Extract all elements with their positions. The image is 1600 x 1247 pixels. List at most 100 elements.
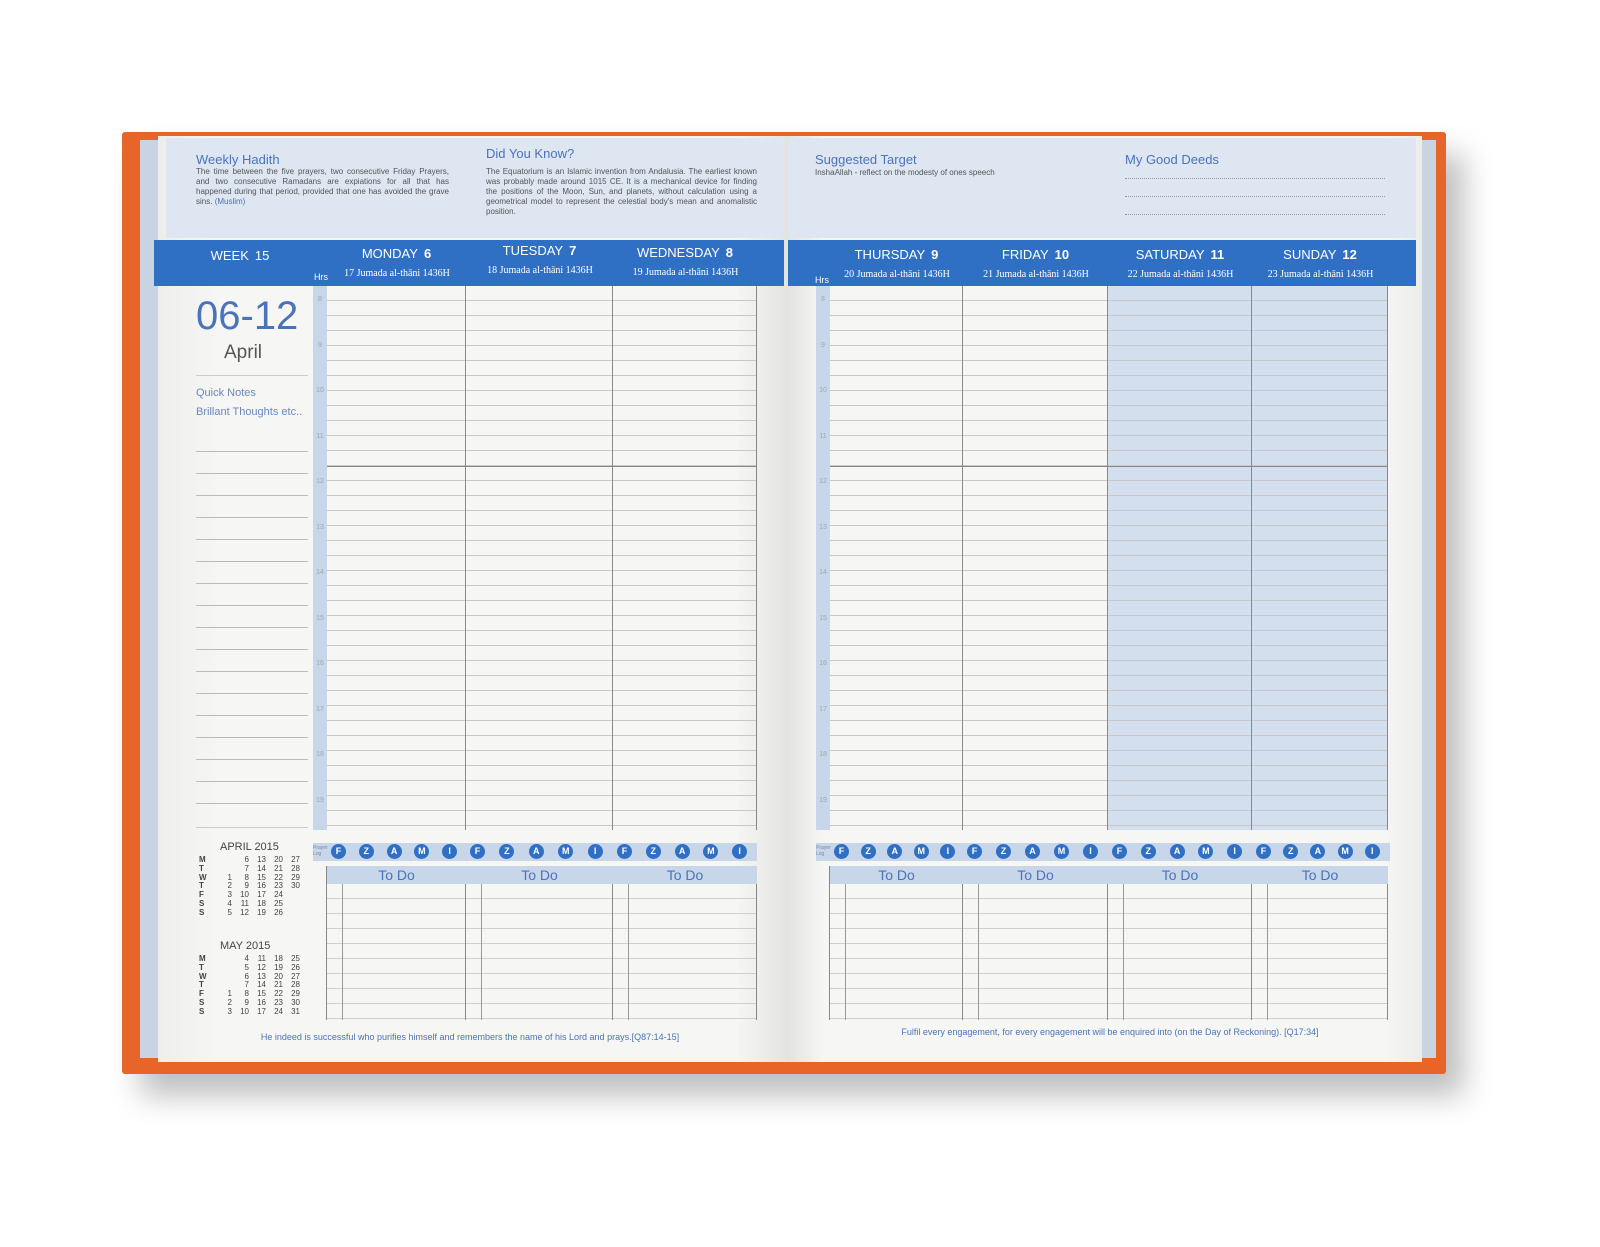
prayer-checkbox-i[interactable]: I — [587, 844, 603, 859]
quick-notes-lines[interactable] — [196, 430, 308, 810]
calendar-day[interactable]: 10 — [240, 890, 249, 900]
calendar-day[interactable]: 4 — [244, 954, 249, 963]
good-deeds-line[interactable] — [1125, 178, 1385, 179]
calendar-day[interactable]: 26 — [274, 907, 283, 917]
prayer-checkbox-i[interactable]: I — [1364, 844, 1380, 859]
calendar-day[interactable]: 29 — [291, 872, 300, 882]
calendar-day[interactable]: 25 — [274, 899, 283, 908]
calendar-day[interactable]: 26 — [291, 962, 300, 972]
calendar-day[interactable]: 24 — [274, 890, 283, 900]
prayer-checkbox-m[interactable]: M — [558, 844, 574, 859]
calendar-day[interactable]: 23 — [274, 881, 283, 891]
prayer-checkbox-z[interactable]: Z — [860, 844, 876, 859]
calendar-day[interactable]: 29 — [291, 989, 300, 999]
day-column-sunday[interactable] — [1252, 286, 1388, 830]
calendar-day[interactable]: 16 — [257, 998, 266, 1007]
calendar-day[interactable]: 11 — [240, 899, 249, 908]
calendar-day[interactable]: 16 — [257, 881, 266, 891]
todo-list-saturday[interactable] — [1108, 884, 1252, 1020]
calendar-day[interactable]: 30 — [291, 881, 300, 891]
prayer-checkbox-f[interactable]: F — [967, 844, 982, 859]
calendar-day[interactable]: 9 — [244, 881, 249, 891]
calendar-day[interactable]: 1 — [227, 872, 232, 882]
calendar-day[interactable]: 7 — [244, 980, 249, 990]
calendar-day[interactable]: 14 — [257, 980, 266, 990]
prayer-checkbox-z[interactable]: Z — [996, 844, 1011, 859]
calendar-day[interactable]: 28 — [291, 980, 300, 990]
prayer-checkbox-i[interactable]: I — [1083, 844, 1098, 859]
calendar-day[interactable]: 6 — [244, 855, 249, 864]
calendar-day[interactable]: 17 — [257, 890, 266, 900]
calendar-day[interactable]: 21 — [274, 980, 283, 990]
calendar-day[interactable]: 25 — [291, 954, 300, 963]
day-column-wednesday[interactable] — [613, 286, 757, 830]
prayer-checkbox-f[interactable]: F — [470, 844, 485, 859]
prayer-checkbox-a[interactable]: A — [1310, 844, 1326, 859]
calendar-day[interactable]: 9 — [244, 998, 249, 1007]
prayer-checkbox-a[interactable]: A — [887, 844, 903, 859]
calendar-day[interactable]: 15 — [257, 872, 266, 882]
prayer-checkbox-i[interactable]: I — [940, 844, 956, 859]
prayer-checkbox-z[interactable]: Z — [1140, 844, 1156, 859]
calendar-day[interactable]: 20 — [274, 855, 283, 864]
calendar-day[interactable]: 13 — [257, 855, 266, 864]
day-column-saturday[interactable] — [1108, 286, 1252, 830]
prayer-checkbox-a[interactable]: A — [386, 844, 402, 859]
prayer-checkbox-a[interactable]: A — [1169, 844, 1185, 859]
day-column-monday[interactable] — [327, 286, 466, 830]
calendar-day[interactable]: 7 — [244, 863, 249, 873]
calendar-day[interactable]: 15 — [257, 989, 266, 999]
todo-list-sunday[interactable] — [1252, 884, 1388, 1020]
day-column-friday[interactable] — [963, 286, 1108, 830]
calendar-day[interactable]: 20 — [274, 971, 283, 981]
calendar-day[interactable]: 13 — [257, 971, 266, 981]
calendar-day[interactable]: 21 — [274, 863, 283, 873]
prayer-checkbox-f[interactable]: F — [1112, 844, 1127, 859]
todo-list-friday[interactable] — [963, 884, 1108, 1020]
calendar-day[interactable]: 6 — [244, 971, 249, 981]
prayer-checkbox-m[interactable]: M — [1337, 844, 1353, 859]
calendar-day[interactable]: 22 — [274, 872, 283, 882]
prayer-checkbox-i[interactable]: I — [442, 844, 458, 859]
calendar-day[interactable]: 30 — [291, 998, 300, 1007]
calendar-day[interactable]: 19 — [257, 907, 266, 917]
prayer-checkbox-a[interactable]: A — [674, 844, 690, 859]
calendar-day[interactable]: 12 — [240, 907, 249, 917]
calendar-day[interactable]: 23 — [274, 998, 283, 1007]
prayer-checkbox-f[interactable]: F — [617, 844, 632, 859]
prayer-checkbox-i[interactable]: I — [732, 844, 748, 859]
calendar-day[interactable]: 3 — [227, 890, 232, 900]
day-column-tuesday[interactable] — [466, 286, 613, 830]
calendar-day[interactable]: 17 — [257, 1006, 266, 1016]
calendar-day[interactable]: 12 — [257, 962, 266, 972]
prayer-checkbox-z[interactable]: Z — [499, 844, 515, 859]
calendar-day[interactable]: 18 — [274, 954, 283, 963]
good-deeds-line[interactable] — [1125, 214, 1385, 215]
todo-list-thursday[interactable] — [830, 884, 963, 1020]
calendar-day[interactable]: 1 — [227, 989, 232, 999]
prayer-checkbox-m[interactable]: M — [913, 844, 929, 859]
prayer-checkbox-z[interactable]: Z — [358, 844, 374, 859]
calendar-day[interactable]: 5 — [227, 907, 232, 917]
day-column-thursday[interactable] — [830, 286, 963, 830]
prayer-checkbox-a[interactable]: A — [1025, 844, 1040, 859]
prayer-checkbox-f[interactable]: F — [834, 844, 849, 859]
calendar-day[interactable]: 24 — [274, 1006, 283, 1016]
calendar-day[interactable]: 28 — [291, 863, 300, 873]
calendar-day[interactable]: 8 — [244, 872, 249, 882]
prayer-checkbox-f[interactable]: F — [331, 844, 346, 859]
calendar-day[interactable]: 11 — [257, 954, 266, 963]
prayer-checkbox-z[interactable]: Z — [645, 844, 661, 859]
calendar-day[interactable]: 4 — [227, 899, 232, 908]
calendar-day[interactable]: 10 — [240, 1006, 249, 1016]
good-deeds-line[interactable] — [1125, 196, 1385, 197]
todo-list-tuesday[interactable] — [466, 884, 613, 1020]
calendar-day[interactable]: 22 — [274, 989, 283, 999]
calendar-day[interactable]: 18 — [257, 899, 266, 908]
calendar-day[interactable]: 27 — [291, 855, 300, 864]
prayer-checkbox-f[interactable]: F — [1256, 844, 1271, 859]
prayer-checkbox-i[interactable]: I — [1227, 844, 1243, 859]
prayer-checkbox-m[interactable]: M — [1198, 844, 1214, 859]
prayer-checkbox-a[interactable]: A — [528, 844, 544, 859]
calendar-day[interactable]: 2 — [227, 998, 232, 1007]
